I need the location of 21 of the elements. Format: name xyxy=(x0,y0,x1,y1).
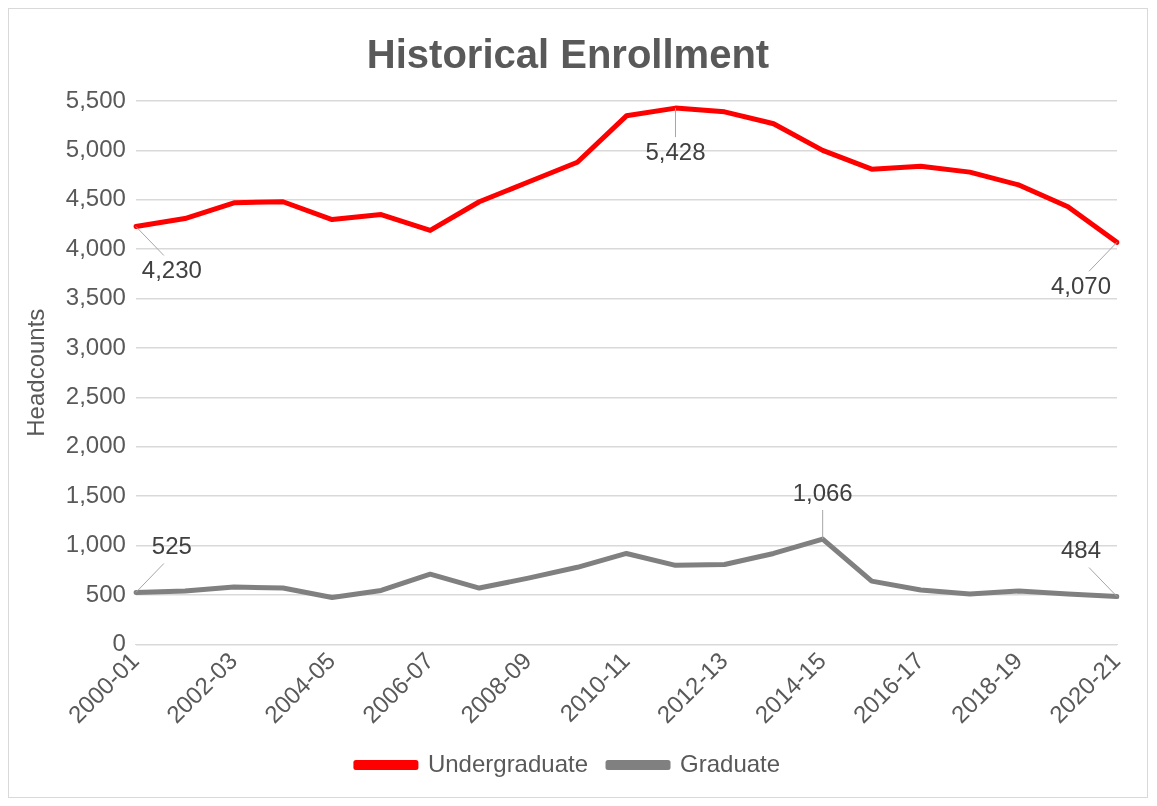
legend-label: Graduate xyxy=(680,749,781,777)
y-tick-label: 2,000 xyxy=(65,431,126,459)
y-tick-label: 5,000 xyxy=(65,135,126,163)
data-label: 484 xyxy=(1060,536,1102,564)
y-tick-label: 4,500 xyxy=(65,184,126,212)
y-tick-label: 2,500 xyxy=(65,382,126,409)
y-tick-label: 1,000 xyxy=(65,530,126,558)
y-tick-label: 3,500 xyxy=(65,283,126,311)
chart-title: Historical Enrollment xyxy=(366,32,770,77)
y-tick-label: 4,000 xyxy=(65,233,126,261)
data-label: 5,428 xyxy=(645,137,706,165)
data-label: 1,066 xyxy=(792,478,853,506)
y-tick-label: 5,500 xyxy=(65,85,126,113)
data-label: 4,230 xyxy=(141,256,202,284)
y-axis-title: Headcounts xyxy=(22,308,50,437)
y-tick-label: 3,000 xyxy=(65,332,126,360)
data-label: 525 xyxy=(151,532,192,560)
data-label: 4,070 xyxy=(1050,271,1112,299)
y-tick-label: 500 xyxy=(85,579,126,607)
y-tick-label: 1,500 xyxy=(65,480,126,508)
legend-label: Undergraduate xyxy=(427,749,589,777)
